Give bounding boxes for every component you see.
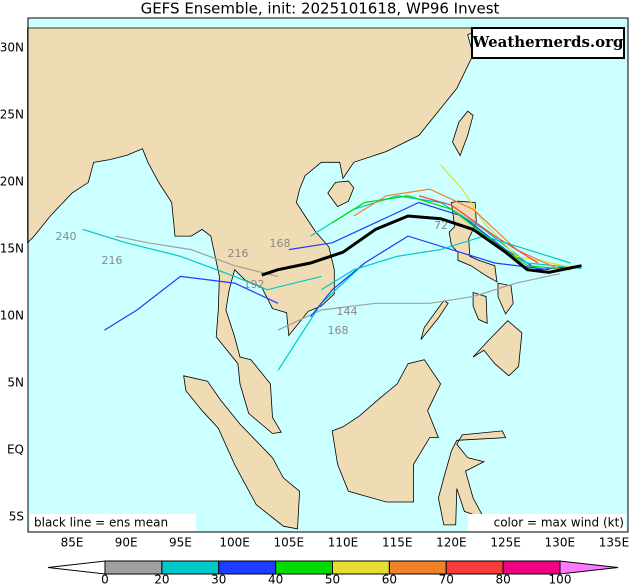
ensemble-track [115, 235, 279, 277]
land [27, 27, 523, 530]
lon-label: 130E [545, 536, 576, 550]
lon-label: 90E [115, 536, 138, 550]
landmass [183, 375, 301, 530]
ensemble-track [320, 235, 571, 291]
track-hour-label: 192 [244, 278, 265, 291]
lat-label: 5N [7, 376, 24, 390]
track-hour-label: 72 [434, 219, 448, 232]
ensemble-track [104, 275, 279, 331]
landmass [472, 291, 488, 325]
lat-label: EQ [7, 443, 24, 457]
lat-label: 5S [9, 510, 24, 524]
colorbar-label: 30 [211, 573, 226, 587]
colorbar-label: 80 [495, 573, 510, 587]
watermark: Weathernerds.org [471, 33, 624, 51]
landmass [452, 110, 474, 157]
lat-label: 15N [0, 242, 24, 256]
colorbar-label: 70 [439, 573, 454, 587]
track-hour-label: 240 [56, 230, 77, 243]
colorbar-label: 20 [154, 573, 169, 587]
landmass [448, 200, 498, 283]
legend-left: black line = ens mean [34, 516, 168, 530]
lon-label: 105E [274, 536, 305, 550]
lat-label: 20N [0, 175, 24, 189]
lat-label: 10N [0, 309, 24, 323]
legend-left-box [30, 514, 196, 531]
track-hour-label: 216 [102, 254, 123, 267]
ensemble-track [277, 262, 366, 371]
ensemble-track [418, 195, 539, 264]
legend-right-box [468, 514, 626, 531]
colorbar-label: 100 [549, 573, 572, 587]
colorbar-segment [502, 560, 561, 575]
ensemble-tracks: 240 216 168 216 192 144 168 72 [56, 164, 582, 371]
colorbar-label: 40 [268, 573, 283, 587]
ensemble-track [331, 195, 571, 271]
map-frame [27, 17, 629, 533]
lon-label: 125E [490, 536, 521, 550]
landmass [27, 27, 485, 434]
colorbar-label: 50 [325, 573, 340, 587]
lon-label: 110E [328, 536, 359, 550]
colorbar: 0 20 30 40 50 60 70 80 100 [47, 560, 619, 587]
ensemble-track [310, 235, 550, 318]
lat-label: 25N [0, 108, 24, 122]
ensemble-track [82, 228, 322, 291]
legend-right: color = max wind (kt) [494, 516, 624, 530]
ensemble-track [353, 188, 561, 271]
axes: 85E 90E 95E 100E 105E 110E 115E 120E 125E 130E 135… [0, 41, 629, 550]
track-hour-label: 168 [270, 237, 291, 250]
lon-label: 95E [169, 536, 192, 550]
colorbar-label: 0 [101, 573, 109, 587]
lon-label: 100E [219, 536, 250, 550]
landmass [437, 430, 507, 526]
ensemble-track [440, 164, 571, 268]
lon-label: 120E [436, 536, 467, 550]
ensemble-track [277, 273, 560, 331]
landmass [331, 359, 442, 503]
colorbar-under [47, 560, 106, 575]
track-hour-label: 216 [228, 247, 249, 260]
lon-label: 115E [382, 536, 413, 550]
landmass [472, 320, 523, 377]
watermark-box [471, 27, 625, 59]
ens-mean-track [261, 214, 582, 277]
lon-label: 135E [599, 536, 630, 550]
lat-label: 30N [0, 41, 24, 55]
colorbar-label: 60 [382, 573, 397, 587]
track-hour-label: 144 [337, 305, 358, 318]
title: GEFS Ensemble, init: 2025101618, WP96 In… [141, 0, 500, 18]
track-hour-label: 168 [328, 324, 349, 337]
landmass [327, 180, 355, 208]
landmass [420, 300, 449, 340]
lon-label: 85E [61, 536, 84, 550]
